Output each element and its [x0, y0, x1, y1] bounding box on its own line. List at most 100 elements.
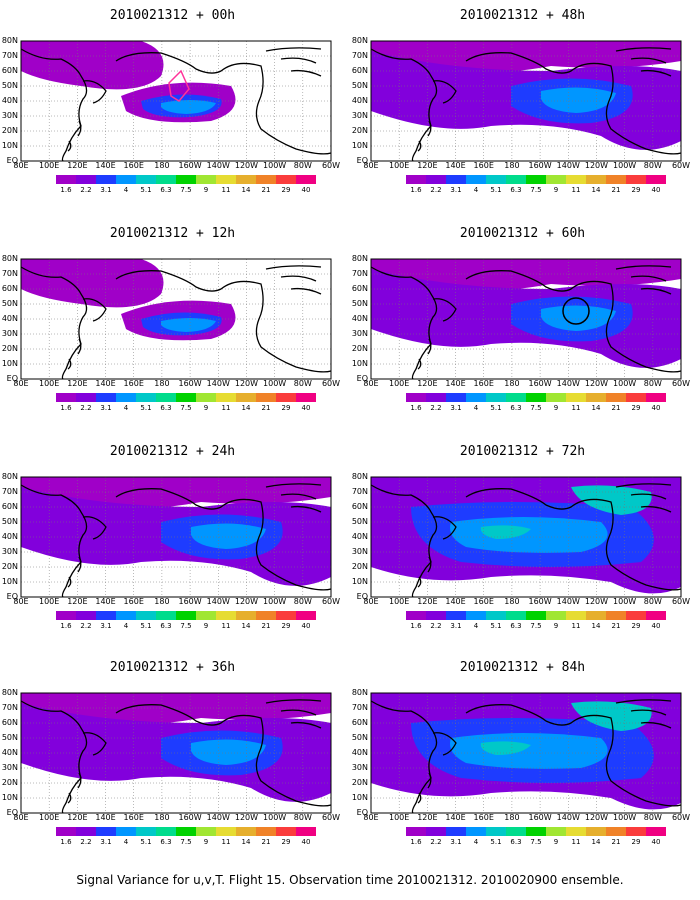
colorbar: [406, 827, 666, 836]
latitude-label: 20N: [1, 778, 18, 787]
latitude-label: 10N: [1, 577, 18, 586]
variance-map: [370, 40, 682, 162]
latitude-label: 30N: [351, 329, 368, 338]
panel-title: 2010021312 + 84h: [459, 660, 586, 675]
colorbar-label: 21: [261, 186, 271, 194]
coastline: [115, 52, 332, 155]
colorbar-label: 7.5: [530, 838, 542, 846]
map-panel: 2010021312 + 60h 80N 70N 60N 50N 40N 30N 20N 10N…: [350, 226, 695, 444]
latitude-label: 80N: [351, 688, 368, 697]
colorbar-label: 9: [203, 404, 209, 412]
latitude-label: 20N: [1, 562, 18, 571]
colorbar-swatch: [116, 827, 136, 836]
longitude-label: 180: [504, 161, 520, 170]
colorbar-swatch: [526, 611, 546, 620]
colorbar-label: 40: [301, 838, 311, 846]
colorbar-swatch: [156, 175, 176, 184]
variance-contour: [191, 739, 266, 765]
latitude-label: EQ: [356, 808, 368, 817]
coastline: [67, 120, 82, 152]
colorbar-swatch: [586, 611, 606, 620]
longitude-label: 140W: [206, 597, 230, 606]
variance-contour: [541, 87, 616, 113]
latitude-label: 60N: [1, 502, 18, 511]
colorbar: [406, 393, 666, 402]
colorbar-label: 21: [611, 622, 621, 630]
latitude-label: EQ: [6, 808, 18, 817]
colorbar-label: 40: [651, 622, 661, 630]
coastline: [615, 699, 672, 729]
variance-map: [20, 692, 332, 814]
latitude-label: 70N: [1, 269, 18, 278]
colorbar-swatch: [276, 175, 296, 184]
colorbar-label: 11: [571, 404, 581, 412]
colorbar-label: 1.6: [60, 404, 72, 412]
colorbar-label: 14: [591, 622, 601, 630]
longitude-label: 180: [154, 813, 170, 822]
latitude-label: 40N: [1, 532, 18, 541]
coastline: [115, 704, 332, 807]
colorbar-label: 9: [203, 622, 209, 630]
colorbar-swatch: [466, 175, 486, 184]
longitude-label: 160E: [473, 597, 494, 606]
longitude-label: 100E: [39, 161, 60, 170]
colorbar-label: 1.6: [410, 404, 422, 412]
colorbar-label: 14: [241, 838, 251, 846]
target-circle-marker: [562, 297, 590, 325]
colorbar-label: 2.2: [80, 622, 92, 630]
longitude-label: 160W: [178, 161, 202, 170]
latitude-label: 30N: [1, 547, 18, 556]
longitude-label: 140E: [95, 161, 116, 170]
longitude-label: 80E: [13, 813, 29, 822]
variance-map: [20, 258, 332, 380]
colorbar-label: 3.1: [100, 404, 112, 412]
colorbar-label: 3.1: [100, 838, 112, 846]
coastline: [465, 488, 682, 591]
longitude-label: 120E: [417, 597, 438, 606]
longitude-label: 100W: [613, 597, 637, 606]
colorbar-swatch: [76, 393, 96, 402]
coastline: [417, 556, 432, 588]
colorbar-swatch: [216, 393, 236, 402]
longitude-label: 160E: [123, 813, 144, 822]
colorbar-label: 14: [591, 404, 601, 412]
colorbar-label: 11: [221, 622, 231, 630]
latitude-label: 40N: [351, 314, 368, 323]
colorbar-labels: 1.6 2.2 3.1 4 5.1 6.3 7.5 9 11 14 21 29 40: [406, 838, 666, 847]
colorbar-swatch: [406, 827, 426, 836]
colorbar-swatch: [96, 175, 116, 184]
longitude-label: 100W: [263, 597, 287, 606]
colorbar-swatch: [486, 175, 506, 184]
colorbar-swatch: [426, 175, 446, 184]
colorbar-swatch: [236, 827, 256, 836]
longitude-label: 140W: [206, 813, 230, 822]
variance-contour: [161, 100, 216, 114]
variance-map: [370, 476, 682, 598]
latitude-label: 10N: [1, 141, 18, 150]
longitude-label: 120E: [417, 379, 438, 388]
panel-title: 2010021312 + 48h: [459, 8, 586, 23]
colorbar-label: 6.3: [510, 622, 522, 630]
panel-title: 2010021312 + 00h: [109, 8, 236, 23]
latitude-label: 50N: [1, 517, 18, 526]
colorbar-swatch: [406, 175, 426, 184]
longitude-label: 80E: [13, 597, 29, 606]
colorbar-swatch: [586, 827, 606, 836]
longitude-label: 160W: [528, 379, 552, 388]
latitude-label: 70N: [1, 487, 18, 496]
longitude-label: 100E: [389, 379, 410, 388]
colorbar-swatch: [406, 393, 426, 402]
longitude-label: 100E: [39, 379, 60, 388]
colorbar-label: 4: [123, 186, 129, 194]
longitude-label: 60W: [671, 161, 691, 170]
colorbar-label: 5.1: [140, 622, 152, 630]
latitude-label: 20N: [351, 778, 368, 787]
colorbar-swatch: [76, 175, 96, 184]
colorbar-label: 7.5: [180, 186, 192, 194]
coastline: [417, 338, 432, 370]
longitude-label: 180: [154, 161, 170, 170]
colorbar-swatch: [426, 611, 446, 620]
colorbar-label: 11: [571, 186, 581, 194]
longitude-label: 100E: [39, 813, 60, 822]
colorbar-label: 5.1: [490, 838, 502, 846]
